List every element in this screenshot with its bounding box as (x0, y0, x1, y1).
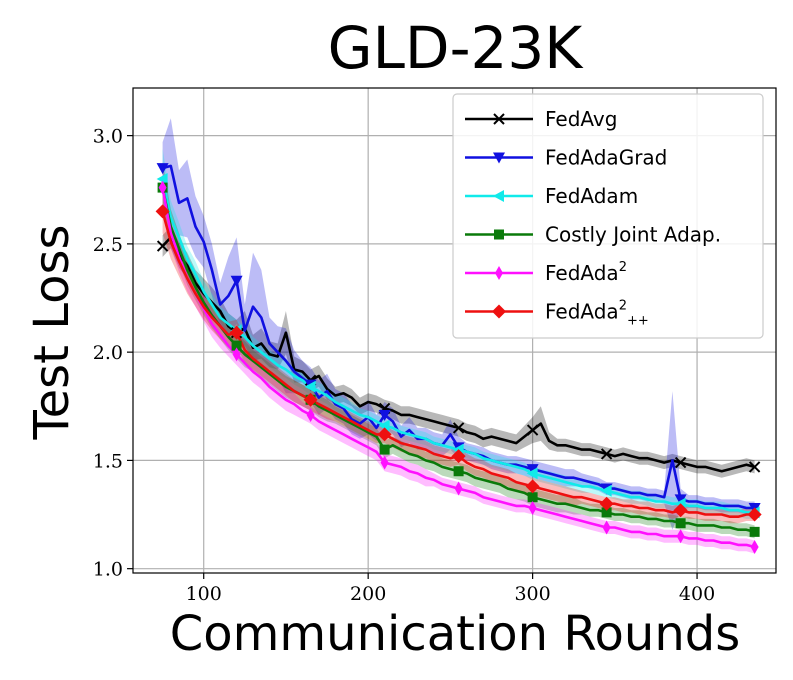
x-axis-label: Communication Rounds (170, 606, 740, 662)
x-tick-label: 200 (350, 583, 386, 605)
fedadagrad-point (230, 275, 243, 287)
costly-joint-adap-legend-marker (494, 229, 504, 240)
costly-joint-adap-point (379, 444, 390, 455)
fedada2-legend-label: FedAda2 (545, 260, 627, 285)
fedada2-legend-sub: ++ (627, 314, 649, 329)
fedada2-legend-sup: 2 (619, 260, 627, 275)
fedada2-point (158, 180, 167, 195)
fedada2-point (599, 496, 614, 511)
x-tick-label: 400 (679, 583, 715, 605)
series-markers (155, 163, 762, 555)
fedavg-point (526, 424, 539, 436)
y-axis-label: Test Loss (24, 224, 80, 440)
fedadagrad-point (156, 163, 169, 175)
costly-joint-adap-point (749, 526, 760, 537)
costly-joint-adap-point (527, 492, 538, 503)
legend: FedAvg FedAdaGrad FedAdam Costly Joint Adap… (452, 93, 764, 339)
costly-joint-adap-point (453, 466, 464, 477)
costly-joint-adap-legend-label: Costly Joint Adap. (545, 223, 721, 247)
x-tick-label: 100 (186, 583, 222, 605)
fedadagrad-point (378, 409, 391, 421)
fedada2-point (380, 455, 389, 470)
fedada2-point (602, 520, 611, 535)
fedada2-point (377, 427, 392, 442)
y-tick-label: 2.5 (93, 234, 123, 256)
fedavg-point (748, 461, 761, 473)
fedada2-legend-sup: 2 (619, 299, 627, 314)
x-tick-label: 300 (514, 583, 550, 605)
costly-joint-adap-point (231, 340, 242, 351)
fedadagrad-legend-marker (493, 152, 505, 164)
fedadagrad-point (526, 464, 539, 476)
fedada2-point (229, 325, 244, 340)
fedada2-point (451, 449, 466, 464)
fedavg-point (452, 422, 465, 434)
fedada2-point (306, 407, 315, 422)
fedavg-point (156, 240, 169, 252)
fedadam-point (378, 419, 390, 432)
fedada2-point (528, 501, 537, 516)
y-tick-label: 1.0 (93, 559, 123, 581)
fedavg-point (674, 456, 687, 469)
fedada2-point (676, 529, 685, 544)
fedavg-point (600, 448, 613, 460)
chart-title: GLD-23K (328, 14, 585, 82)
fedadam-legend-label: FedAdam (545, 184, 638, 208)
fedadam-point (526, 467, 538, 480)
axis-ticks: 100 200 300 400 1.0 1.5 2.0 2.5 3.0 (93, 126, 715, 605)
fedada2-point (525, 479, 540, 494)
fedada2-legend-marker (492, 304, 506, 319)
fedadam-legend-marker (493, 190, 504, 202)
plot-frame (132, 87, 777, 574)
y-tick-label: 3.0 (93, 126, 123, 148)
fedadagrad-legend-label: FedAdaGrad (545, 146, 667, 170)
costly-joint-adap-point (675, 518, 686, 529)
fedadam-point (156, 172, 168, 185)
fedadam-point (304, 380, 316, 393)
y-tick-label: 1.5 (93, 450, 123, 472)
fedadam-point (600, 484, 612, 497)
fedada2-point (750, 540, 759, 555)
fedavg-legend-label: FedAvg (545, 107, 617, 131)
fedada2-legend-marker (495, 266, 503, 280)
fedada2-point (454, 481, 463, 496)
fedavg-legend-marker (493, 113, 505, 125)
fedada2-point (747, 507, 762, 522)
legend-box (452, 93, 764, 339)
fedadagrad-point (674, 494, 687, 506)
costly-joint-adap-point (601, 507, 612, 518)
fedada2-point (155, 204, 170, 219)
fedada2-point (232, 347, 241, 362)
fedada2-point (303, 392, 318, 407)
y-tick-label: 2.0 (93, 342, 123, 364)
fedada2-point (673, 503, 688, 518)
